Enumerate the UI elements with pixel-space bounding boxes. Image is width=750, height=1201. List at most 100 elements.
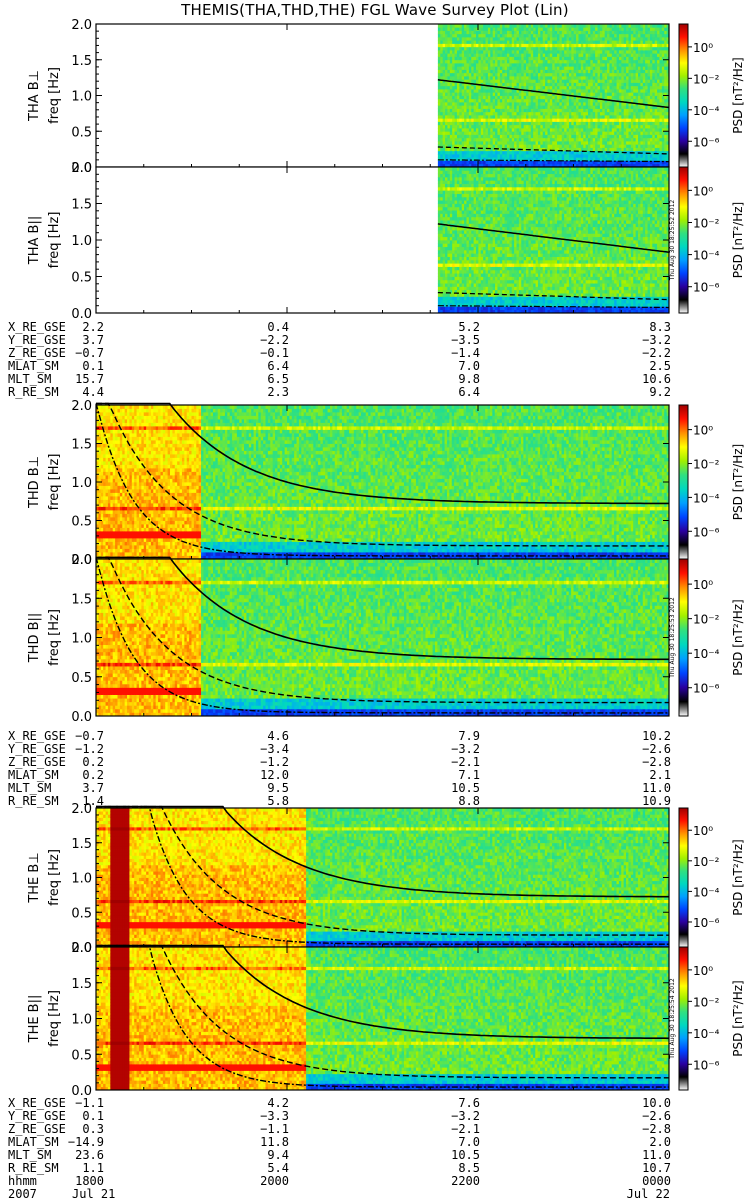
y-tick-label: 0.5 bbox=[71, 271, 92, 286]
creation-timestamp: Thu Aug 30 18:25:54 2012 bbox=[669, 978, 676, 1060]
colorbar-tick-label: 10⁰ bbox=[693, 41, 713, 55]
y-axis-label: freq [Hz] bbox=[47, 990, 62, 1047]
colorbar-tick-label: 10⁻⁶ bbox=[693, 916, 720, 930]
panel-label: THD B|| bbox=[27, 613, 42, 664]
orbit-value: 2.3 bbox=[229, 386, 289, 399]
orbit-value: 2000 bbox=[229, 1175, 289, 1188]
colorbar-label: PSD [nT²/Hz] bbox=[731, 980, 745, 1056]
y-tick-label: 1.0 bbox=[71, 872, 92, 887]
colorbar: 10⁰ 10⁻² 10⁻⁴ 10⁻⁶ PSD [nT²/Hz] bbox=[679, 559, 745, 716]
y-tick-label: 2.0 bbox=[71, 161, 92, 176]
date-label: 2007 bbox=[8, 1188, 37, 1201]
colorbar-label: PSD [nT²/Hz] bbox=[731, 599, 745, 675]
orbit-value: 10.9 bbox=[611, 795, 671, 808]
y-axis-label: freq [Hz] bbox=[47, 454, 62, 511]
y-tick-label: 2.0 bbox=[71, 941, 92, 956]
orbit-value: 4.4 bbox=[60, 386, 104, 399]
y-tick-label: 1.0 bbox=[71, 476, 92, 491]
colorbar: 10⁰ 10⁻² 10⁻⁴ 10⁻⁶ PSD [nT²/Hz] bbox=[679, 947, 745, 1090]
y-tick-label: 0.5 bbox=[71, 906, 92, 921]
colorbar-tick-label: 10⁻² bbox=[693, 613, 720, 627]
y-tick-label: 0.5 bbox=[71, 125, 92, 140]
y-tick-label: 0.5 bbox=[71, 515, 92, 530]
date-start: Jul 21 bbox=[72, 1188, 115, 1201]
y-axis-label: freq [Hz] bbox=[47, 849, 62, 906]
date-end: Jul 22 bbox=[612, 1188, 670, 1201]
panel-label: THD B⊥ bbox=[27, 456, 42, 509]
y-tick-label: 1.0 bbox=[71, 1013, 92, 1028]
y-tick-label: 1.5 bbox=[71, 977, 92, 992]
y-tick-label: 1.5 bbox=[71, 198, 92, 213]
y-tick-label: 2.0 bbox=[71, 399, 92, 414]
y-axis-label: freq [Hz] bbox=[47, 212, 62, 269]
y-tick-label: 2.0 bbox=[71, 18, 92, 33]
colorbar-tick-label: 10⁻² bbox=[693, 855, 720, 869]
date-row: 2007 Jul 21 Jul 22 bbox=[0, 1188, 750, 1201]
colorbar-label: PSD [nT²/Hz] bbox=[731, 444, 745, 520]
orbit-label: R_RE_SM bbox=[8, 386, 59, 399]
colorbar-tick-label: 10⁻⁶ bbox=[693, 1058, 720, 1072]
colorbar: 10⁰ 10⁻² 10⁻⁴ 10⁻⁶ PSD [nT²/Hz] bbox=[679, 24, 745, 167]
orbit-value: 9.2 bbox=[611, 386, 671, 399]
y-tick-label: 0.0 bbox=[71, 710, 92, 725]
colorbar-tick-label: 10⁻⁴ bbox=[693, 491, 720, 505]
creation-timestamp: Thu Aug 30 18:25:52 2012 bbox=[669, 200, 676, 282]
panel-label: THE B⊥ bbox=[27, 852, 42, 903]
orbit-label: R_RE_SM bbox=[8, 795, 59, 808]
colorbar-tick-label: 10⁻⁴ bbox=[693, 647, 720, 661]
orbit-value: 2200 bbox=[420, 1175, 480, 1188]
y-tick-label: 0.5 bbox=[71, 1048, 92, 1063]
colorbar-tick-label: 10⁻⁶ bbox=[693, 525, 720, 539]
y-axis-label: freq [Hz] bbox=[47, 67, 62, 124]
orbit-row: Y_RE_GSE−1.2−3.4−3.2−2.6 bbox=[0, 743, 750, 756]
orbit-row: Z_RE_GSE−0.7−0.1−1.4−2.2 bbox=[0, 347, 750, 360]
orbit-value: 8.8 bbox=[420, 795, 480, 808]
y-tick-label: 1.0 bbox=[71, 234, 92, 249]
colorbar-tick-label: 10⁻⁴ bbox=[693, 885, 720, 899]
colorbar-tick-label: 10⁻⁶ bbox=[693, 135, 720, 149]
y-tick-label: 0.5 bbox=[71, 671, 92, 686]
colorbar-tick-label: 10⁰ bbox=[693, 424, 713, 438]
colorbar-tick-label: 10⁻² bbox=[693, 216, 720, 230]
colorbar-label: PSD [nT²/Hz] bbox=[731, 57, 745, 133]
colorbar-tick-label: 10⁰ bbox=[693, 578, 713, 592]
colorbar-label: PSD [nT²/Hz] bbox=[731, 202, 745, 278]
colorbar-tick-label: 10⁻⁶ bbox=[693, 682, 720, 696]
colorbar-tick-label: 10⁻⁴ bbox=[693, 104, 720, 118]
colorbar: 10⁰ 10⁻² 10⁻⁴ 10⁻⁶ PSD [nT²/Hz] bbox=[679, 405, 745, 559]
colorbar-tick-label: 10⁰ bbox=[693, 184, 713, 198]
panel-label: THE B|| bbox=[27, 995, 42, 1044]
colorbar-tick-label: 10⁻² bbox=[693, 995, 720, 1009]
y-axis-label: freq [Hz] bbox=[47, 609, 62, 666]
colorbar-tick-label: 10⁻⁴ bbox=[693, 1027, 720, 1041]
panel-label: THA B⊥ bbox=[27, 70, 42, 122]
y-tick-label: 2.0 bbox=[71, 553, 92, 568]
colorbar-tick-label: 10⁻² bbox=[693, 458, 720, 472]
colorbar-tick-label: 10⁰ bbox=[693, 964, 713, 978]
colorbar-tick-label: 10⁻² bbox=[693, 72, 720, 86]
